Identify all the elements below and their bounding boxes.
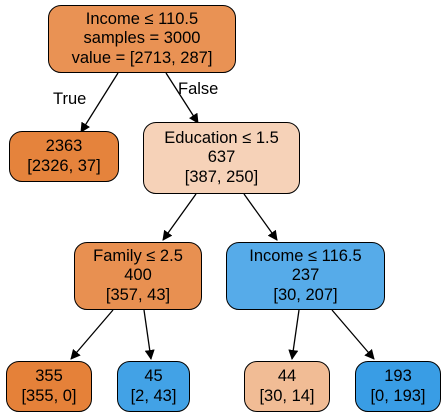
node-line: value = [2713, 287] bbox=[71, 48, 213, 67]
node-education: Education ≤ 1.5 637 [387, 250] bbox=[143, 122, 300, 194]
node-line: [355, 0] bbox=[21, 386, 77, 405]
edge-label-false: False bbox=[178, 80, 219, 98]
node-leaf-44: 44 [30, 14] bbox=[244, 361, 330, 412]
node-line: samples = 3000 bbox=[83, 29, 201, 48]
node-root: Income ≤ 110.5 samples = 3000 value = [2… bbox=[48, 5, 236, 73]
node-line: [2, 43] bbox=[130, 386, 177, 405]
node-income-116: Income ≤ 116.5 237 [30, 207] bbox=[226, 242, 385, 310]
node-leaf-193: 193 [0, 193] bbox=[355, 361, 441, 412]
node-leaf-45: 45 [2, 43] bbox=[117, 361, 190, 412]
node-line: [30, 14] bbox=[259, 386, 315, 405]
node-line: 237 bbox=[291, 266, 320, 285]
node-line: 637 bbox=[207, 148, 236, 167]
node-line: 355 bbox=[35, 367, 63, 385]
edge-arrow-income-116-to-leaf-44 bbox=[288, 309, 300, 360]
node-line: Income ≤ 110.5 bbox=[85, 9, 199, 28]
node-line: Income ≤ 116.5 bbox=[249, 246, 362, 265]
edge-arrow-family-to-leaf-45 bbox=[143, 309, 155, 360]
node-family: Family ≤ 2.5 400 [357, 43] bbox=[74, 242, 202, 310]
node-line: 400 bbox=[124, 266, 152, 285]
node-leaf-2363: 2363 [2326, 37] bbox=[9, 131, 119, 182]
edge-arrow-root-to-leaf-2363 bbox=[80, 72, 119, 133]
edge-arrow-income-116-to-leaf-193 bbox=[331, 309, 375, 360]
node-line: [2326, 37] bbox=[27, 156, 101, 175]
node-line: 45 bbox=[144, 367, 163, 385]
edge-arrow-education-to-income-116 bbox=[243, 193, 278, 241]
edge-arrow-education-to-family bbox=[162, 193, 197, 241]
node-line: 44 bbox=[277, 367, 297, 385]
edge-arrow-family-to-leaf-355 bbox=[70, 309, 114, 360]
node-line: 193 bbox=[384, 367, 412, 385]
edge-arrow-root-to-education bbox=[165, 72, 199, 124]
node-line: 2363 bbox=[45, 137, 83, 155]
node-line: [387, 250] bbox=[184, 167, 259, 186]
node-line: Family ≤ 2.5 bbox=[93, 246, 183, 265]
node-line: [0, 193] bbox=[370, 386, 426, 405]
node-line: Education ≤ 1.5 bbox=[164, 128, 279, 147]
node-line: [30, 207] bbox=[273, 285, 338, 304]
node-line: [357, 43] bbox=[105, 285, 171, 304]
node-leaf-355: 355 [355, 0] bbox=[6, 361, 92, 412]
edge-label-true: True bbox=[53, 90, 87, 108]
